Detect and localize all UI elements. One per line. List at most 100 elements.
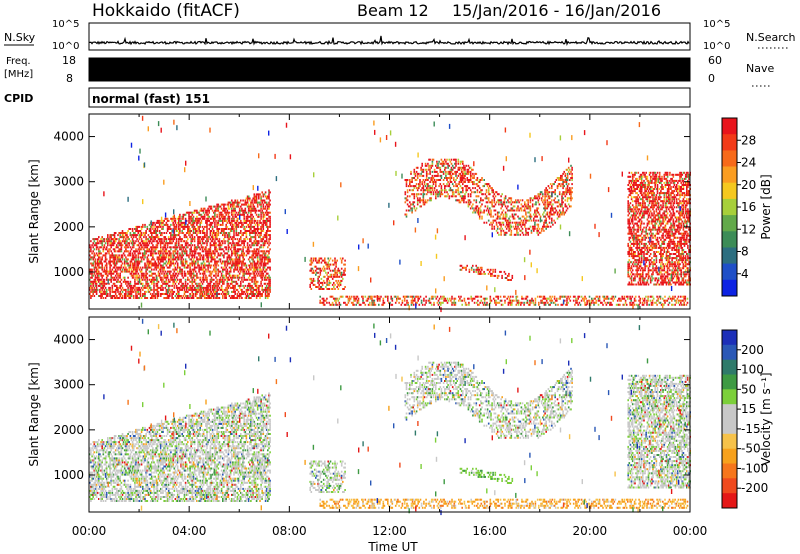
range-cell — [93, 240, 96, 243]
range-cell — [156, 228, 159, 230]
range-cell — [247, 288, 250, 291]
range-cell — [196, 219, 198, 222]
range-cell — [184, 213, 187, 216]
range-cell — [217, 274, 220, 277]
range-cell — [175, 252, 178, 255]
range-cell — [180, 268, 182, 271]
range-cell — [448, 189, 451, 192]
range-cell — [104, 248, 107, 251]
range-cell — [442, 162, 445, 165]
range-cell — [202, 270, 205, 273]
range-cell — [93, 248, 96, 251]
range-cell — [550, 299, 552, 302]
range-cell — [435, 183, 437, 186]
range-cell — [433, 179, 436, 181]
range-cell — [243, 240, 245, 243]
range-cell — [265, 288, 268, 291]
freq-unit: [MHz] — [4, 69, 33, 80]
range-cell — [210, 230, 213, 232]
range-cell — [162, 293, 164, 295]
range-cell — [205, 268, 207, 271]
range-cell — [657, 297, 659, 300]
range-cell — [223, 274, 225, 277]
range-cell — [116, 262, 118, 265]
range-cell — [171, 258, 173, 261]
range-cell — [173, 270, 176, 273]
range-cell — [162, 286, 164, 289]
range-cell — [103, 293, 106, 295]
range-cell — [96, 274, 99, 277]
range-cell — [140, 248, 143, 251]
range-cell — [309, 286, 311, 288]
range-cell — [468, 270, 471, 273]
range-cell — [254, 250, 257, 253]
range-cell — [496, 295, 498, 298]
range-cell — [410, 185, 412, 188]
range-cell — [253, 219, 256, 222]
range-cell — [192, 260, 195, 263]
range-cell — [180, 240, 182, 243]
range-cell — [551, 295, 554, 298]
range-cell — [228, 295, 231, 297]
range-cell — [163, 240, 165, 243]
range-cell — [105, 264, 108, 267]
range-cell — [161, 242, 163, 245]
range-cell — [96, 278, 99, 281]
range-cell — [138, 274, 141, 277]
range-cell — [321, 259, 324, 262]
range-cell — [360, 303, 362, 306]
range-cell — [209, 205, 212, 208]
range-cell — [167, 219, 170, 222]
range-cell — [130, 274, 133, 277]
range-cell — [506, 297, 508, 300]
range-cell — [139, 232, 142, 234]
range-cell — [255, 252, 258, 255]
range-cell — [245, 215, 248, 218]
range-cell — [685, 303, 688, 306]
range-cell — [253, 209, 256, 212]
range-cell — [175, 286, 178, 289]
range-cell — [189, 215, 191, 218]
range-cell — [180, 248, 182, 251]
range-cell — [329, 273, 332, 276]
range-cell — [227, 244, 230, 247]
range-cell — [242, 234, 244, 237]
range-cell — [241, 203, 243, 206]
range-cell — [210, 260, 213, 263]
range-cell — [148, 236, 151, 239]
range-cell — [166, 297, 169, 299]
range-cell — [193, 280, 196, 283]
range-cell — [261, 270, 263, 273]
range-cell — [98, 280, 100, 283]
range-cell — [91, 276, 93, 279]
range-cell — [258, 209, 260, 212]
range-cell — [625, 295, 628, 298]
range-cell — [89, 272, 91, 275]
range-cell — [323, 299, 326, 302]
range-cell — [99, 246, 101, 249]
range-cell — [225, 223, 227, 226]
range-cell — [92, 284, 94, 287]
range-cell — [394, 301, 397, 304]
range-cell — [251, 256, 253, 259]
range-cell — [109, 266, 111, 269]
range-cell — [241, 276, 243, 279]
range-cell — [313, 271, 316, 274]
range-cell — [264, 195, 267, 198]
range-cell — [90, 248, 92, 251]
range-cell — [246, 293, 249, 295]
range-cell — [329, 257, 332, 260]
range-cell — [252, 230, 254, 232]
range-cell — [413, 207, 416, 210]
range-cell — [259, 219, 261, 222]
range-cell — [317, 271, 319, 274]
range-cell — [423, 183, 426, 186]
range-cell — [96, 272, 99, 275]
range-cell — [191, 211, 194, 214]
range-cell — [250, 201, 252, 204]
range-cell — [160, 248, 162, 251]
range-cell — [170, 278, 172, 281]
range-cell — [108, 288, 110, 291]
range-cell — [262, 238, 265, 241]
range-cell — [218, 238, 221, 241]
